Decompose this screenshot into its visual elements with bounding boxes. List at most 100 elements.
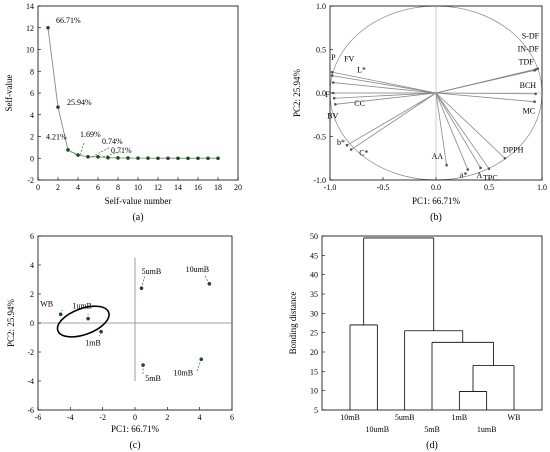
y-tick-label: 0.5 <box>316 46 326 55</box>
point-label: 1umB <box>72 302 92 311</box>
x-tick-label: 4 <box>198 413 202 422</box>
y-tick-label: 2 <box>30 133 34 142</box>
point-label: 1mB <box>85 339 101 348</box>
loading-label: IN-DF <box>518 45 540 54</box>
x-tick-label: 1.0 <box>537 183 547 192</box>
loading-vector <box>435 92 536 95</box>
annotation: 25.94% <box>67 98 92 107</box>
y-tick-label: -0.5 <box>313 133 326 142</box>
data-point <box>46 25 50 30</box>
loading-vector <box>435 92 490 169</box>
y-axis-label: PC2: 25.94% <box>292 68 302 117</box>
y-tick-label: 4 <box>30 261 34 270</box>
annotation-leader <box>70 151 78 156</box>
y-axis-label: PC2: 25.94% <box>6 298 16 347</box>
loading-label: BV <box>327 111 338 120</box>
data-point <box>199 357 204 362</box>
data-point <box>126 156 130 160</box>
y-tick-label: 50 <box>310 232 318 241</box>
annotation: 66.71% <box>56 16 81 25</box>
y-tick-label: 15 <box>310 367 318 376</box>
x-tick-label: 20 <box>234 183 242 192</box>
x-tick-label: 0.0 <box>431 183 441 192</box>
y-tick-label: -6 <box>27 406 34 415</box>
x-tick-label: 0 <box>133 413 137 422</box>
y-tick-label: 5 <box>314 406 318 415</box>
y-tick-label: 6 <box>30 89 34 98</box>
data-point <box>86 316 90 321</box>
y-tick-label: 40 <box>310 271 318 280</box>
data-point <box>99 329 103 334</box>
annotation: 0.71% <box>111 146 132 155</box>
y-tick-label: 30 <box>310 309 318 318</box>
data-point <box>216 156 220 161</box>
leaf-label: 1umB <box>477 425 497 434</box>
data-point <box>56 105 60 109</box>
data-point <box>76 153 80 157</box>
y-tick-label: -1.0 <box>313 176 326 185</box>
annotation-leader <box>79 142 85 156</box>
loading-point <box>332 96 336 100</box>
y-tick-label: -4 <box>27 377 34 386</box>
panel-label: (c) <box>129 440 140 451</box>
y-tick-label: 0 <box>30 319 34 328</box>
loading-vector <box>435 92 506 159</box>
loading-point <box>487 167 491 170</box>
y-tick-label: 2 <box>30 290 34 299</box>
loading-label: P <box>331 53 336 62</box>
y-tick-label: 10 <box>310 387 318 396</box>
loading-point <box>536 67 540 70</box>
y-tick-label: 10 <box>26 46 34 55</box>
loading-label: a* <box>460 171 468 180</box>
data-point <box>139 286 144 291</box>
x-tick-label: 18 <box>214 183 222 192</box>
loading-vector <box>350 92 437 150</box>
point-label: 10umB <box>186 265 210 274</box>
x-tick-label: -2 <box>99 413 106 422</box>
loading-point <box>533 100 536 103</box>
point-label: 10mB <box>174 368 194 377</box>
x-tick-label: 2 <box>56 183 60 192</box>
data-point <box>106 155 110 160</box>
loading-label: DPPH <box>503 145 524 154</box>
loading-vector <box>333 82 437 94</box>
x-tick-label: 4 <box>76 183 80 192</box>
loading-vector <box>435 92 535 103</box>
panel-label: (a) <box>132 212 143 223</box>
leaf-label: 1mB <box>452 413 468 422</box>
panel-label: (d) <box>426 440 438 451</box>
data-point <box>146 156 150 160</box>
data-point <box>96 155 100 159</box>
point-label: 5mB <box>145 374 161 383</box>
loading-point <box>334 103 337 106</box>
data-point <box>186 156 190 161</box>
leaf-label: 5umB <box>395 413 415 422</box>
loading-point <box>534 92 537 96</box>
annotation-leader <box>102 151 122 158</box>
annotation: 1.69% <box>80 130 101 139</box>
plot-frame <box>37 5 239 181</box>
loading-label: CC <box>354 99 365 108</box>
x-tick-label: 16 <box>194 183 202 192</box>
loading-label: TPC <box>483 174 498 183</box>
leaf-label: 10mB <box>340 413 360 422</box>
loading-label: BCH <box>520 81 537 90</box>
loading-point <box>345 143 349 147</box>
y-tick-label: 8 <box>30 67 34 76</box>
loading-label: F <box>325 90 330 99</box>
x-tick-label: 10 <box>134 183 142 192</box>
loading-label: S-DF <box>522 32 540 41</box>
loading-point <box>503 156 507 160</box>
x-tick-label: 12 <box>154 183 162 192</box>
y-tick-label: 12 <box>26 24 34 33</box>
series-line <box>47 27 218 159</box>
data-point <box>86 155 90 159</box>
y-tick-label: 0 <box>30 154 34 163</box>
loading-label: b* <box>337 138 345 147</box>
data-point <box>116 156 120 160</box>
loading-vector <box>435 92 447 166</box>
y-tick-label: 35 <box>310 290 318 299</box>
loading-vector <box>335 92 437 105</box>
loading-vector <box>332 71 437 94</box>
